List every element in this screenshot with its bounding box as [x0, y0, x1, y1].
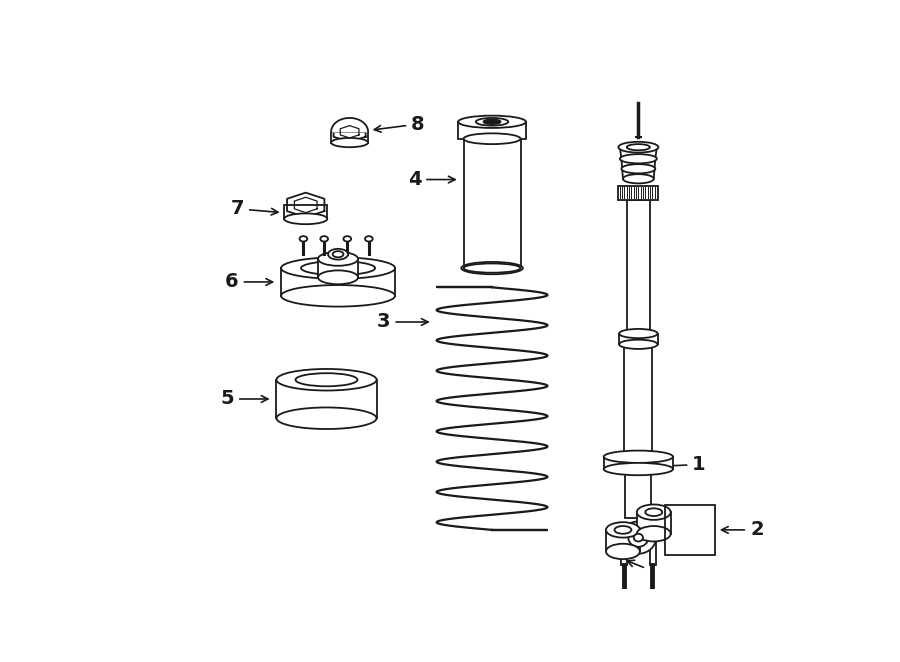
Bar — [637, 512, 670, 534]
Ellipse shape — [637, 526, 670, 542]
Ellipse shape — [318, 252, 358, 265]
Text: 3: 3 — [377, 312, 428, 332]
Ellipse shape — [615, 526, 632, 534]
Bar — [621, 534, 626, 565]
Text: 6: 6 — [225, 273, 273, 291]
Bar — [626, 469, 652, 518]
Bar — [458, 122, 526, 139]
Polygon shape — [331, 118, 368, 132]
Bar — [618, 186, 659, 199]
Ellipse shape — [621, 522, 656, 553]
Bar — [284, 205, 328, 219]
Ellipse shape — [331, 138, 368, 147]
Bar — [625, 344, 652, 457]
Ellipse shape — [604, 463, 673, 475]
Ellipse shape — [604, 451, 673, 463]
Bar — [318, 259, 358, 277]
Ellipse shape — [476, 118, 508, 126]
Ellipse shape — [344, 236, 351, 242]
Ellipse shape — [276, 369, 376, 391]
Ellipse shape — [461, 262, 523, 274]
Bar — [604, 457, 673, 469]
Polygon shape — [287, 193, 324, 217]
Ellipse shape — [619, 340, 658, 349]
Bar — [464, 137, 520, 268]
Ellipse shape — [645, 508, 662, 516]
Ellipse shape — [281, 285, 395, 307]
Bar — [619, 334, 658, 344]
Ellipse shape — [320, 236, 328, 242]
Ellipse shape — [328, 249, 348, 260]
Bar — [650, 534, 656, 565]
Text: 7: 7 — [230, 199, 278, 218]
Ellipse shape — [623, 174, 653, 183]
Ellipse shape — [606, 522, 640, 538]
Ellipse shape — [619, 329, 658, 338]
Polygon shape — [334, 122, 365, 142]
Text: 2: 2 — [722, 520, 763, 540]
Ellipse shape — [333, 251, 344, 258]
Ellipse shape — [464, 133, 520, 144]
Ellipse shape — [276, 407, 376, 429]
Ellipse shape — [284, 213, 328, 224]
Ellipse shape — [281, 258, 395, 279]
Ellipse shape — [295, 373, 357, 387]
Ellipse shape — [620, 154, 657, 164]
Bar — [626, 199, 650, 334]
Text: 1: 1 — [608, 455, 706, 474]
Ellipse shape — [621, 164, 655, 173]
Text: 4: 4 — [408, 170, 455, 189]
Ellipse shape — [365, 236, 373, 242]
Bar — [606, 530, 640, 551]
Ellipse shape — [634, 534, 643, 542]
Ellipse shape — [301, 261, 375, 275]
Bar — [665, 505, 716, 555]
Ellipse shape — [300, 236, 307, 242]
Ellipse shape — [628, 528, 648, 547]
Bar — [331, 132, 368, 142]
Ellipse shape — [464, 263, 520, 273]
Text: 5: 5 — [220, 389, 268, 408]
Ellipse shape — [637, 504, 670, 520]
Ellipse shape — [626, 144, 650, 150]
Ellipse shape — [458, 116, 526, 128]
Ellipse shape — [606, 544, 640, 559]
Ellipse shape — [618, 142, 659, 152]
Ellipse shape — [318, 270, 358, 284]
Text: 8: 8 — [374, 115, 425, 134]
Ellipse shape — [483, 119, 500, 124]
